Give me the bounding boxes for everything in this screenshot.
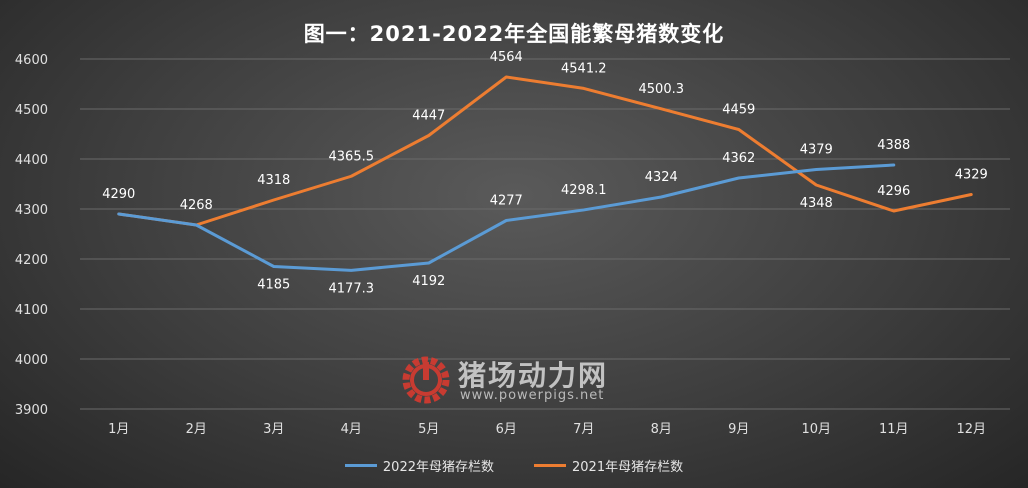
legend-label-2022: 2022年母猪存栏数 (382, 460, 494, 475)
data-label: 4388 (877, 138, 910, 153)
x-tick-label: 3月 (263, 422, 284, 437)
data-label: 4500.3 (639, 82, 685, 97)
data-label: 4298.1 (561, 183, 607, 198)
x-tick-label: 6月 (496, 422, 517, 437)
chart-title: 图一：2021-2022年全国能繁母猪数变化 (303, 22, 725, 46)
data-label: 4268 (180, 198, 213, 213)
data-label: 4192 (412, 274, 445, 289)
data-label: 4296 (877, 184, 910, 199)
watermark: 猪场动力网 www.powerpigs.net (398, 352, 628, 412)
data-label: 4348 (800, 196, 833, 211)
data-label: 4365.5 (329, 149, 375, 164)
data-label: 4318 (257, 173, 290, 188)
data-label: 4541.2 (561, 61, 607, 76)
data-label: 4459 (722, 103, 755, 118)
data-label: 4177.3 (329, 281, 375, 296)
x-tick-label: 5月 (418, 422, 439, 437)
y-tick-label: 4200 (15, 253, 48, 268)
y-tick-label: 3900 (15, 403, 48, 418)
y-tick-label: 4500 (15, 103, 48, 118)
legend-swatch-2021 (534, 464, 566, 467)
watermark-url: www.powerpigs.net (460, 388, 605, 403)
legend-swatch-2022 (344, 464, 377, 467)
y-tick-label: 4100 (15, 303, 48, 318)
x-tick-label: 2月 (186, 422, 207, 437)
y-tick-label: 4300 (15, 203, 48, 218)
series-line-0 (117, 163, 896, 272)
x-tick-label: 9月 (728, 422, 749, 437)
series-line-1 (117, 75, 973, 227)
chart-legend: 2022年母猪存栏数 2021年母猪存栏数 (0, 456, 1028, 475)
data-label: 4447 (412, 109, 445, 124)
watermark-name: 猪场动力网 (458, 359, 609, 392)
legend-label-2021: 2021年母猪存栏数 (572, 460, 684, 475)
y-tick-label: 4400 (15, 153, 48, 168)
data-label: 4290 (102, 187, 135, 202)
data-label: 4324 (645, 170, 678, 185)
y-tick-label: 4600 (15, 53, 48, 68)
x-tick-label: 12月 (956, 422, 986, 437)
data-label: 4277 (490, 194, 523, 209)
data-label: 4379 (800, 143, 833, 158)
data-label: 4329 (955, 168, 988, 183)
y-tick-label: 4000 (15, 353, 48, 368)
x-tick-label: 10月 (801, 422, 831, 437)
x-tick-label: 7月 (573, 422, 594, 437)
x-tick-label: 11月 (879, 422, 909, 437)
power-logo-icon (402, 356, 450, 404)
legend-item-2021: 2021年母猪存栏数 (534, 456, 683, 475)
legend-item-2022: 2022年母猪存栏数 (344, 456, 494, 475)
x-tick-label: 4月 (341, 422, 362, 437)
x-tick-label: 8月 (651, 422, 672, 437)
x-tick-label: 1月 (108, 422, 129, 437)
data-label: 4362 (722, 151, 755, 166)
data-label: 4564 (490, 50, 523, 65)
data-label: 4185 (257, 278, 290, 293)
